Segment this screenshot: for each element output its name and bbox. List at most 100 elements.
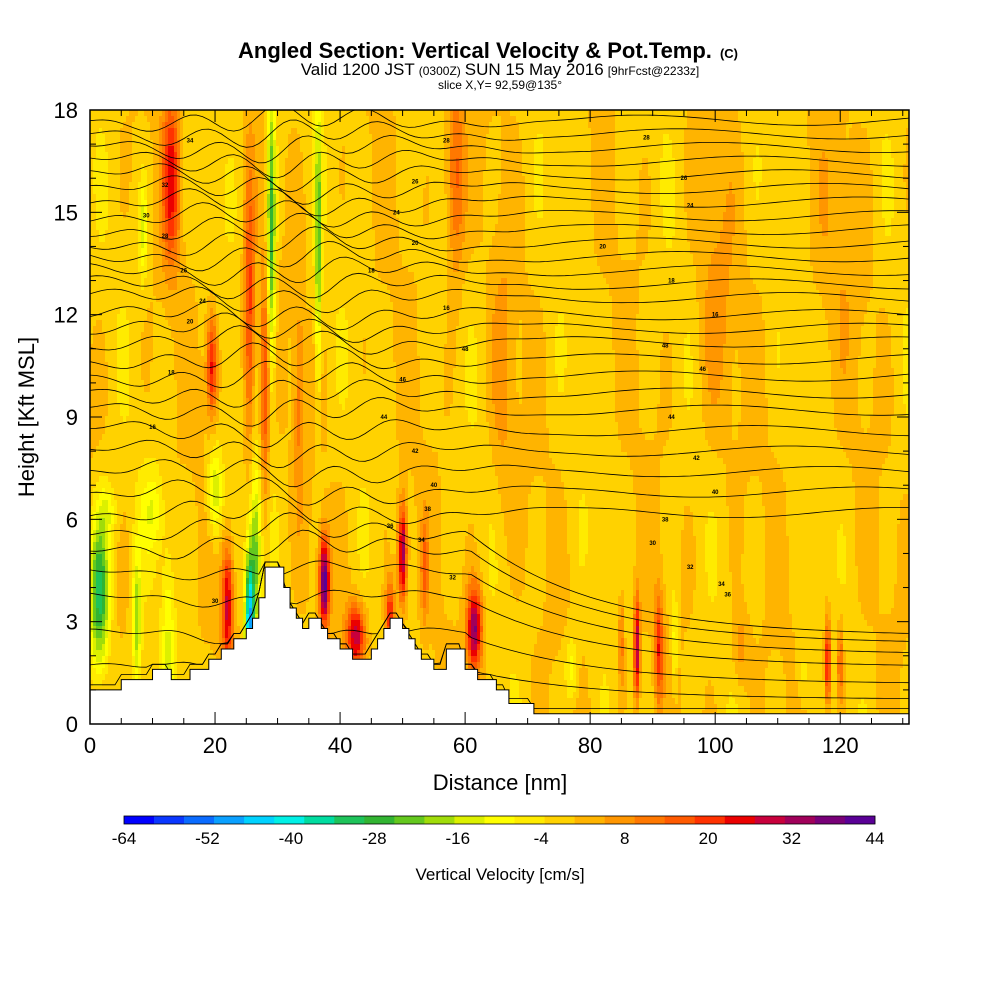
heatmap-cell [879, 212, 882, 218]
heatmap-cell [882, 116, 885, 122]
heatmap-cell [369, 206, 372, 212]
heatmap-cell [594, 122, 597, 128]
heatmap-cell [843, 158, 846, 164]
heatmap-cell [450, 170, 453, 176]
heatmap-cell [756, 116, 759, 122]
heatmap-cell [657, 170, 660, 176]
heatmap-cell [840, 128, 843, 134]
heatmap-cell [153, 152, 156, 158]
heatmap-cell [846, 158, 849, 164]
heatmap-cell [447, 200, 450, 206]
heatmap-cell [270, 212, 273, 218]
heatmap-cell [780, 170, 783, 176]
heatmap-cell [759, 146, 762, 152]
heatmap-cell [312, 140, 315, 146]
heatmap-cell [765, 170, 768, 176]
heatmap-cell [267, 128, 270, 134]
heatmap-cell [372, 206, 375, 212]
heatmap-cell [402, 212, 405, 218]
heatmap-cell [837, 188, 840, 194]
heatmap-cell [573, 182, 576, 188]
heatmap-cell [741, 128, 744, 134]
heatmap-cell [360, 134, 363, 140]
heatmap-cell [249, 206, 252, 212]
heatmap-cell [726, 152, 729, 158]
heatmap-cell [300, 128, 303, 134]
heatmap-cell [768, 116, 771, 122]
heatmap-cell [441, 158, 444, 164]
heatmap-cell [438, 206, 441, 212]
heatmap-cell [243, 206, 246, 212]
heatmap-cell [612, 134, 615, 140]
heatmap-cell [618, 182, 621, 188]
heatmap-cell [786, 116, 789, 122]
heatmap-cell [324, 218, 327, 224]
heatmap-cell [615, 170, 618, 176]
heatmap-cell [594, 146, 597, 152]
heatmap-cell [681, 164, 684, 170]
heatmap-cell [114, 194, 117, 200]
heatmap-cell [624, 176, 627, 182]
heatmap-cell [696, 212, 699, 218]
heatmap-cell [684, 188, 687, 194]
heatmap-cell [156, 122, 159, 128]
heatmap-cell [840, 134, 843, 140]
heatmap-cell [93, 134, 96, 140]
heatmap-cell [837, 122, 840, 128]
heatmap-cell [129, 182, 132, 188]
heatmap-cell [630, 176, 633, 182]
heatmap-cell [591, 188, 594, 194]
heatmap-cell [771, 110, 774, 116]
heatmap-cell [174, 122, 177, 128]
heatmap-cell [303, 200, 306, 206]
heatmap-cell [165, 116, 168, 122]
heatmap-cell [252, 188, 255, 194]
heatmap-cell [297, 218, 300, 224]
heatmap-cell [861, 188, 864, 194]
heatmap-cell [717, 110, 720, 116]
heatmap-cell [474, 182, 477, 188]
heatmap-cell [393, 146, 396, 152]
heatmap-cell [627, 146, 630, 152]
heatmap-cell [603, 194, 606, 200]
heatmap-cell [522, 164, 525, 170]
heatmap-cell [129, 146, 132, 152]
heatmap-cell [741, 110, 744, 116]
heatmap-cell [189, 164, 192, 170]
heatmap-cell [582, 116, 585, 122]
heatmap-cell [819, 176, 822, 182]
heatmap-cell [846, 200, 849, 206]
heatmap-cell [582, 170, 585, 176]
heatmap-cell [294, 182, 297, 188]
heatmap-cell [378, 140, 381, 146]
heatmap-cell [144, 206, 147, 212]
heatmap-cell [573, 152, 576, 158]
heatmap-cell [171, 110, 174, 116]
heatmap-cell [198, 158, 201, 164]
heatmap-cell [810, 200, 813, 206]
heatmap-cell [660, 134, 663, 140]
heatmap-cell [126, 146, 129, 152]
heatmap-cell [564, 116, 567, 122]
heatmap-cell [690, 164, 693, 170]
heatmap-cell [654, 182, 657, 188]
heatmap-cell [141, 122, 144, 128]
heatmap-cell [771, 170, 774, 176]
heatmap-cell [312, 158, 315, 164]
heatmap-cell [345, 128, 348, 134]
heatmap-cell [903, 122, 906, 128]
heatmap-cell [219, 218, 222, 224]
heatmap-cell [249, 170, 252, 176]
heatmap-cell [879, 116, 882, 122]
heatmap-cell [153, 212, 156, 218]
heatmap-cell [291, 128, 294, 134]
heatmap-cell [471, 164, 474, 170]
heatmap-cell [366, 182, 369, 188]
heatmap-cell [885, 200, 888, 206]
heatmap-cell [243, 194, 246, 200]
heatmap-cell [732, 182, 735, 188]
heatmap-cell [528, 146, 531, 152]
heatmap-cell [774, 122, 777, 128]
heatmap-cell [153, 170, 156, 176]
heatmap-cell [576, 128, 579, 134]
